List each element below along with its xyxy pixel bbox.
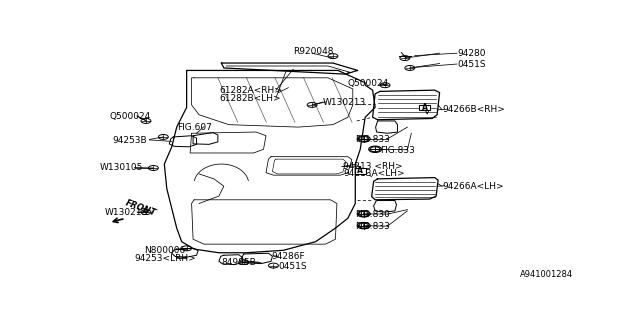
FancyBboxPatch shape (355, 168, 365, 174)
Text: R920048: R920048 (293, 47, 334, 56)
Text: W130213: W130213 (105, 208, 148, 217)
Text: 94286F: 94286F (271, 252, 305, 261)
Text: 94213A<LH>: 94213A<LH> (343, 169, 404, 179)
Text: 61282B<LH>: 61282B<LH> (219, 94, 280, 103)
Text: W130213: W130213 (323, 98, 366, 107)
Text: FIG.833: FIG.833 (380, 146, 415, 155)
FancyBboxPatch shape (419, 105, 430, 110)
Text: A: A (357, 166, 363, 175)
Text: A: A (422, 103, 428, 112)
Text: 94253<LRH>: 94253<LRH> (134, 254, 196, 263)
Text: FIG.833: FIG.833 (355, 222, 390, 231)
Text: 94213 <RH>: 94213 <RH> (343, 162, 403, 171)
Text: FIG.830: FIG.830 (355, 210, 390, 219)
Text: FIG.607: FIG.607 (177, 123, 212, 132)
Text: FRONT: FRONT (125, 198, 158, 218)
Text: Q500024: Q500024 (110, 111, 151, 121)
Text: 84985B: 84985B (221, 258, 256, 267)
Text: 94253B: 94253B (112, 136, 147, 145)
Text: 0451S: 0451S (457, 60, 486, 69)
Text: 61282A<RH>: 61282A<RH> (219, 86, 282, 95)
Text: 94280: 94280 (457, 49, 486, 58)
Text: Q500024: Q500024 (348, 79, 389, 89)
Text: N800006: N800006 (145, 246, 186, 255)
Text: A941001284: A941001284 (520, 270, 573, 279)
Text: 0451S: 0451S (278, 262, 307, 271)
Text: W130105: W130105 (100, 163, 143, 172)
Text: FIG.833: FIG.833 (355, 135, 390, 144)
Text: 94266A<LH>: 94266A<LH> (442, 182, 504, 191)
Text: 94266B<RH>: 94266B<RH> (442, 105, 505, 114)
